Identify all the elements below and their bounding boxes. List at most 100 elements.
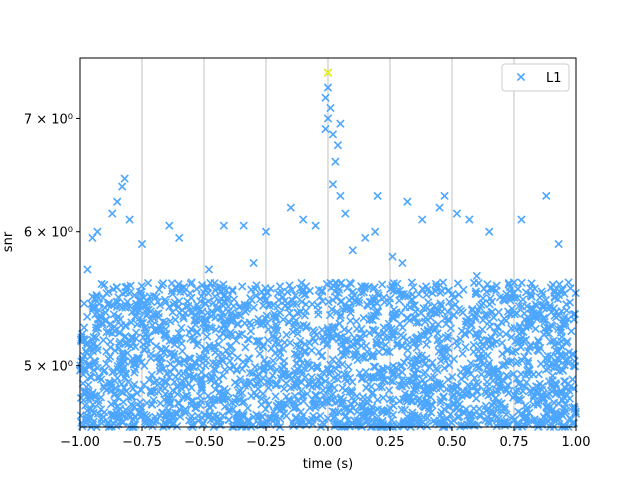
- data-point: [521, 288, 531, 297]
- data-point-0: [120, 174, 129, 183]
- data-point: [458, 386, 468, 396]
- data-point: [160, 330, 169, 339]
- data-point: [487, 333, 496, 343]
- data-point: [206, 278, 215, 288]
- data-point: [440, 314, 449, 323]
- data-point: [99, 336, 108, 345]
- data-point: [419, 413, 428, 422]
- data-point: [471, 314, 480, 323]
- data-point: [156, 346, 165, 355]
- data-point: [220, 365, 230, 374]
- data-point-27: [341, 209, 350, 218]
- data-point: [145, 375, 154, 385]
- data-point: [434, 347, 444, 356]
- data-point: [514, 302, 524, 311]
- data-point: [542, 328, 551, 338]
- data-point: [147, 388, 156, 397]
- data-point: [151, 412, 160, 422]
- data-point: [424, 406, 433, 415]
- data-point: [241, 343, 250, 352]
- data-point: [531, 341, 541, 351]
- data-point: [197, 292, 206, 301]
- data-point: [271, 320, 281, 329]
- data-point: [352, 346, 361, 355]
- data-point: [330, 322, 339, 331]
- data-point: [185, 363, 195, 372]
- data-point: [285, 281, 294, 290]
- data-point: [94, 399, 103, 408]
- data-point: [481, 401, 490, 411]
- data-point: [449, 310, 458, 320]
- data-point-3: [108, 209, 117, 218]
- data-point: [504, 280, 513, 289]
- data-point: [191, 403, 200, 413]
- data-point: [114, 343, 124, 352]
- data-point: [344, 362, 353, 371]
- data-point: [76, 411, 86, 420]
- data-point: [226, 328, 235, 337]
- data-point: [262, 396, 271, 405]
- data-point-57: [452, 403, 462, 413]
- data-point: [108, 368, 117, 377]
- data-point: [473, 333, 482, 342]
- data-point: [255, 349, 265, 359]
- data-point: [301, 323, 311, 332]
- data-point: [163, 395, 173, 404]
- data-point: [202, 332, 212, 341]
- data-point: [377, 383, 387, 392]
- data-point: [412, 318, 421, 327]
- data-point: [484, 416, 493, 426]
- data-point: [421, 313, 430, 323]
- data-point: [389, 368, 398, 378]
- data-point: [568, 419, 577, 428]
- data-point-10: [239, 221, 248, 230]
- data-point: [220, 384, 229, 394]
- data-point: [548, 371, 557, 380]
- data-point: [121, 300, 130, 309]
- data-point: [509, 369, 518, 379]
- data-point: [234, 417, 243, 426]
- data-point: [297, 414, 306, 423]
- data-point: [440, 364, 449, 373]
- data-point: [208, 358, 218, 368]
- data-point: [337, 333, 346, 342]
- data-point: [102, 385, 111, 395]
- data-point: [414, 290, 424, 299]
- data-point: [284, 395, 294, 404]
- data-point: [166, 368, 175, 377]
- data-point: [323, 323, 333, 333]
- data-point: [456, 368, 465, 377]
- data-point: [189, 372, 198, 381]
- data-point-18: [326, 103, 335, 113]
- data-point: [358, 353, 368, 362]
- data-point: [174, 279, 183, 289]
- data-point: [189, 396, 198, 406]
- data-point: [567, 327, 576, 336]
- data-point: [360, 413, 370, 423]
- data-point: [521, 335, 531, 345]
- data-point: [185, 289, 195, 298]
- data-point: [513, 357, 523, 366]
- x-tick-label-7: 0.75: [500, 435, 529, 450]
- data-point: [181, 382, 190, 391]
- data-point: [213, 305, 222, 314]
- data-point: [233, 380, 242, 389]
- data-point: [208, 373, 217, 382]
- data-point: [489, 398, 498, 407]
- data-point: [209, 364, 219, 374]
- data-point: [309, 326, 318, 335]
- data-point: [162, 378, 171, 387]
- data-point: [184, 416, 194, 425]
- data-point-55: [385, 403, 395, 413]
- data-point: [149, 291, 158, 301]
- data-point: [254, 419, 263, 429]
- data-point: [561, 319, 570, 329]
- data-point: [176, 287, 185, 297]
- data-point: [544, 389, 554, 398]
- data-point: [494, 307, 503, 317]
- data-point: [264, 414, 273, 423]
- data-point: [560, 377, 569, 386]
- data-point: [494, 419, 503, 428]
- data-point: [277, 287, 286, 297]
- data-point: [379, 393, 388, 402]
